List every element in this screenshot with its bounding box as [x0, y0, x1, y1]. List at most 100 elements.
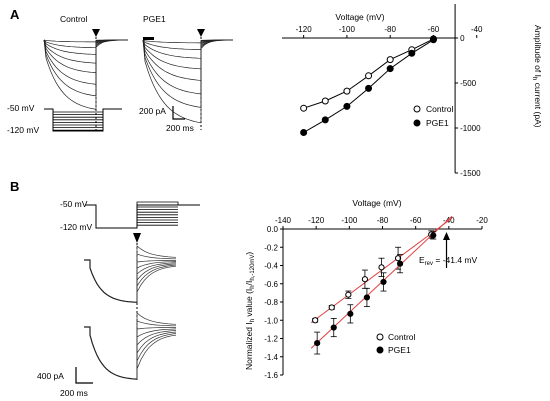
x-tick-label: -120 [308, 216, 325, 225]
x-axis-title: Voltage (mV) [335, 12, 384, 22]
x-tick-label: -60 [410, 216, 422, 225]
y-tick-label: 0.0 [267, 225, 279, 234]
y-axis-title-part: h [250, 285, 256, 288]
x-axis-title: Voltage (mV) [352, 198, 401, 208]
y-tick-label: 0 [460, 34, 465, 43]
y-tick-label: -500 [460, 79, 477, 88]
current-trace [43, 39, 128, 64]
x-tick-label: -60 [428, 25, 440, 34]
panel-label-a: A [10, 7, 20, 22]
x-tick-label: -100 [339, 25, 356, 34]
annotation-label-part: = -41.4 mV [433, 255, 478, 265]
data-point [361, 276, 369, 283]
tail-trace [136, 327, 176, 380]
trace-label-pge1: PGE1 [143, 14, 166, 24]
data-point [347, 310, 354, 317]
tail-trace [136, 333, 177, 380]
scale-time-label: 200 ms [166, 123, 194, 133]
current-traces-pge1 [142, 37, 234, 124]
tail-trace [136, 253, 176, 303]
data-point [386, 65, 394, 73]
current-trace [142, 39, 233, 50]
x-tick-label: -80 [377, 216, 389, 225]
y-tick-label: -1000 [460, 124, 481, 133]
protocol-hold-label: -50 mV [7, 103, 35, 113]
data-point [321, 116, 329, 124]
data-point [300, 104, 308, 112]
current-trace [84, 259, 138, 303]
legend-label: PGE1 [388, 345, 411, 355]
y-axis-title-part: Amplitude of I [533, 25, 543, 77]
y-axis-title-part: Normalized I [244, 322, 254, 370]
y-tick-label: -1.2 [264, 335, 278, 344]
data-point [314, 339, 321, 347]
legend-label: PGE1 [426, 118, 449, 128]
tail-trace [136, 312, 177, 380]
legend-marker [413, 105, 421, 113]
arrowhead-icon [197, 29, 205, 37]
protocol-step [136, 201, 179, 205]
y-tick-label: -0.8 [264, 298, 278, 307]
y-axis-title-part: h [531, 77, 537, 80]
y-tick-label: -1.6 [264, 371, 278, 380]
tail-trace [136, 320, 176, 380]
data-point [429, 36, 437, 44]
annotation-label-part: rev [425, 261, 433, 267]
y-axis-title-part: current (pA) [533, 80, 543, 127]
y-tick-label: -0.2 [264, 243, 278, 252]
legend-label: Control [388, 332, 416, 342]
arrowhead-icon [92, 29, 100, 37]
data-point [394, 255, 402, 262]
data-point [365, 72, 373, 80]
legend-label: Control [426, 104, 454, 114]
tail-trace [136, 261, 177, 303]
current-trace [43, 39, 129, 110]
data-point [396, 260, 404, 267]
annotation-label: Erev = -41.4 mV [419, 255, 478, 267]
y-axis-title-part: value (I [244, 289, 254, 319]
scale-bar [75, 367, 93, 384]
data-point [328, 304, 335, 311]
y-tick-label: -1.0 [264, 316, 278, 325]
y-axis-title-part: ) [244, 252, 254, 255]
protocol-step-label: -120 mV [60, 222, 92, 232]
voltage-protocol [85, 201, 200, 229]
panel-label-b: B [10, 179, 19, 194]
tail-trace [136, 331, 177, 380]
y-tick-label: -0.4 [264, 262, 278, 271]
y-tick-label: -0.6 [264, 280, 278, 289]
iv-chart-amplitude: -120 -100 -80 -60 -40 Voltage (mV) 0 -500 -1000 -… [282, 4, 543, 178]
x-tick-label: -20 [476, 216, 488, 225]
holding-bar [143, 37, 154, 40]
data-point [380, 278, 387, 286]
arrowhead-icon [443, 232, 451, 240]
y-axis-title-part: /I [244, 281, 254, 286]
x-tick-label: -120 [296, 25, 313, 34]
y-axis-title-part: h [250, 319, 256, 322]
scale-current-label: 400 pA [37, 371, 64, 381]
x-tick-label: -40 [471, 25, 483, 34]
tail-trace [136, 264, 177, 303]
scale-current-label: 200 pA [139, 106, 166, 116]
x-tick-label: -100 [341, 216, 358, 225]
tail-trace [136, 263, 177, 303]
y-tick-label: -1500 [460, 169, 481, 178]
tail-trace [136, 260, 176, 303]
tail-trace [136, 328, 177, 380]
y-axis-title-part: h,-120mV [250, 255, 256, 281]
tail-trace [136, 265, 177, 303]
tail-trace [136, 330, 177, 380]
legend-marker [413, 119, 421, 127]
data-point [365, 84, 373, 92]
data-point [363, 294, 371, 301]
y-tick-label: -1.4 [264, 353, 278, 362]
current-traces-control [43, 39, 129, 110]
legend-marker [376, 346, 384, 354]
voltage-protocol [44, 108, 122, 132]
data-point [386, 56, 394, 64]
y-axis-title: Amplitude of Ih current (pA) [531, 25, 543, 128]
protocol-outline [44, 108, 122, 132]
current-traces-control [84, 245, 177, 303]
x-tick-label: -80 [384, 25, 396, 34]
